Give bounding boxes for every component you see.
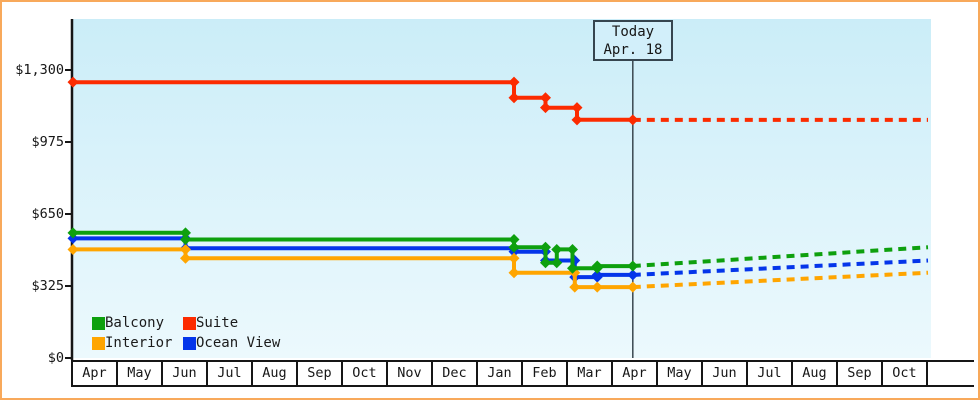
suite-marker (540, 92, 551, 104)
y-axis-tick-label: $1,300 (15, 62, 64, 78)
interior-series (67, 243, 929, 293)
balcony-marker (508, 241, 520, 253)
month-cell: Aug (793, 362, 838, 385)
ocean-view-marker (591, 269, 603, 281)
chart-legend: Balcony Suite Interior Ocean View (92, 313, 280, 353)
month-cell: Sep (298, 362, 343, 385)
legend-swatch-balcony (92, 316, 105, 330)
month-cell-empty (928, 362, 974, 385)
balcony-marker (551, 243, 563, 255)
balcony-forecast-line (632, 245, 929, 269)
suite-marker (508, 92, 520, 104)
balcony-marker (180, 233, 191, 245)
y-axis-tick-mark (65, 357, 72, 359)
suite-marker (571, 102, 583, 114)
ocean-view-marker (627, 269, 639, 281)
legend-label: Suite (196, 315, 239, 331)
y-axis-tick-label: $325 (31, 278, 64, 294)
today-annotation-box: Today Apr. 18 (593, 20, 673, 61)
month-cell: Nov (388, 362, 433, 385)
interior-marker (591, 281, 603, 293)
y-axis-tick-mark (65, 213, 72, 215)
balcony-marker (67, 227, 79, 239)
suite-marker (508, 76, 520, 88)
legend-swatch-interior (92, 336, 105, 350)
suite-series (67, 76, 928, 126)
suite-marker (571, 114, 583, 126)
y-axis-tick-label: $650 (31, 206, 64, 222)
month-cell: Jul (208, 362, 253, 385)
month-cell: Aug (253, 362, 298, 385)
y-axis-tick-label: $0 (47, 350, 64, 366)
balcony-marker (567, 243, 578, 255)
ocean-view-forecast-line (632, 258, 929, 277)
balcony-marker (567, 262, 578, 274)
legend-item-balcony: Balcony (92, 315, 183, 331)
month-cell: May (118, 362, 163, 385)
legend-item-interior: Interior (92, 335, 183, 351)
interior-marker (508, 267, 520, 279)
month-cell: Jul (748, 362, 793, 385)
month-cell: Sep (838, 362, 883, 385)
y-axis-tick-mark (65, 141, 72, 143)
balcony-marker (508, 233, 520, 245)
suite-marker (627, 114, 639, 126)
legend-label: Balcony (105, 315, 165, 331)
interior-marker (67, 243, 79, 255)
today-label: Today (611, 24, 655, 40)
month-cell: Mar (568, 362, 613, 385)
legend-label: Ocean View (196, 335, 281, 351)
suite-marker (67, 76, 79, 88)
balcony-marker (591, 260, 603, 272)
month-cell: Feb (523, 362, 568, 385)
y-axis-tick-mark (65, 285, 72, 287)
legend-swatch-suite (183, 316, 196, 330)
y-axis-tick-label: $975 (31, 134, 64, 150)
balcony-marker (540, 241, 551, 253)
balcony-marker (551, 257, 563, 269)
interior-marker (180, 252, 191, 264)
balcony-marker (627, 260, 639, 272)
legend-item-suite: Suite (183, 315, 280, 331)
today-date-label: Apr. 18 (603, 42, 663, 58)
interior-forecast-line (632, 270, 929, 290)
month-cell: May (658, 362, 703, 385)
month-cell: Oct (343, 362, 388, 385)
interior-marker (508, 252, 520, 264)
interior-marker (569, 281, 581, 293)
suite-marker (540, 102, 551, 114)
plot-background (73, 19, 931, 358)
y-axis-tick-mark (65, 69, 72, 71)
balcony-marker (180, 227, 191, 239)
month-cell: Jun (703, 362, 748, 385)
legend-swatch-ocean-view (183, 336, 196, 350)
month-cell: Apr (613, 362, 658, 385)
ocean-view-marker (67, 232, 79, 244)
month-cell: Apr (73, 362, 118, 385)
month-cell: Jan (478, 362, 523, 385)
x-axis-month-row: Apr May Jun Jul Aug Sep Oct Nov Dec Jan Feb Mar Apr M… (71, 360, 974, 387)
legend-label: Interior (105, 335, 173, 351)
balcony-marker (540, 257, 551, 269)
balcony-series (67, 227, 929, 274)
month-cell: Oct (883, 362, 928, 385)
month-cell: Dec (433, 362, 478, 385)
month-cell: Jun (163, 362, 208, 385)
interior-marker (627, 281, 639, 293)
legend-item-ocean-view: Ocean View (183, 335, 280, 351)
interior-marker (180, 243, 191, 255)
